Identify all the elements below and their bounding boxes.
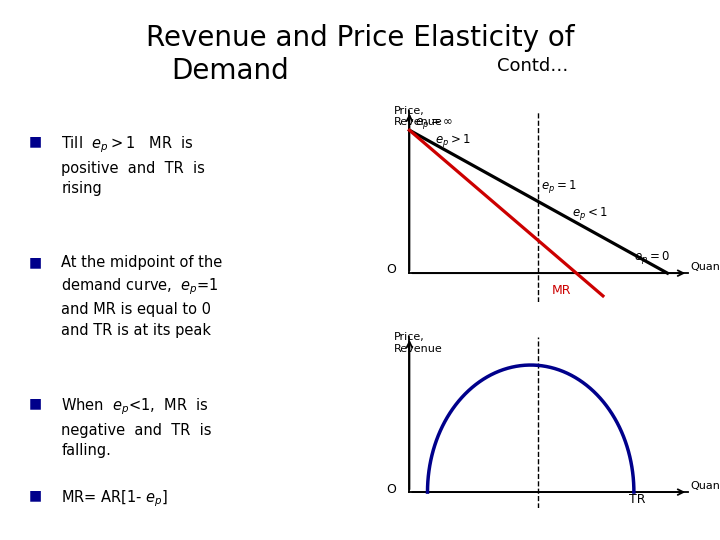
Text: $e_p$$>1$: $e_p$$>1$ xyxy=(435,132,471,149)
Text: Revenue and Price Elasticity of: Revenue and Price Elasticity of xyxy=(145,24,575,52)
Text: Demand: Demand xyxy=(171,57,289,85)
Text: O: O xyxy=(387,483,397,496)
Text: Till  $e_p$$>$1   MR  is
positive  and  TR  is
rising: Till $e_p$$>$1 MR is positive and TR is … xyxy=(61,134,205,196)
Text: Price,
Revenue: Price, Revenue xyxy=(394,106,443,127)
Text: $e_p$$=1$: $e_p$$=1$ xyxy=(541,178,577,195)
Text: ■: ■ xyxy=(29,488,42,502)
Text: $e_p$$=0$: $e_p$$=0$ xyxy=(634,249,670,266)
Text: $e_p$$=\infty$: $e_p$$=\infty$ xyxy=(415,116,452,131)
Text: $e_p$$<1$: $e_p$$<1$ xyxy=(572,205,608,222)
Text: TR: TR xyxy=(629,493,645,506)
Text: Quantity: Quantity xyxy=(690,262,720,272)
Text: At the midpoint of the
demand curve,  $e_p$=1
and MR is equal to 0
and TR is at : At the midpoint of the demand curve, $e_… xyxy=(61,255,222,338)
Text: When  $e_p$<1,  MR  is
negative  and  TR  is
falling.: When $e_p$<1, MR is negative and TR is f… xyxy=(61,396,212,458)
Text: O: O xyxy=(387,264,397,276)
Text: Price,
Revenue: Price, Revenue xyxy=(394,333,443,354)
Text: ■: ■ xyxy=(29,134,42,149)
Text: MR: MR xyxy=(552,284,571,298)
Text: Contd…: Contd… xyxy=(497,57,569,75)
Text: ■: ■ xyxy=(29,396,42,410)
Text: ■: ■ xyxy=(29,255,42,269)
Text: Quantity: Quantity xyxy=(690,481,720,491)
Text: MR= AR[1- $e_p$]: MR= AR[1- $e_p$] xyxy=(61,488,168,509)
